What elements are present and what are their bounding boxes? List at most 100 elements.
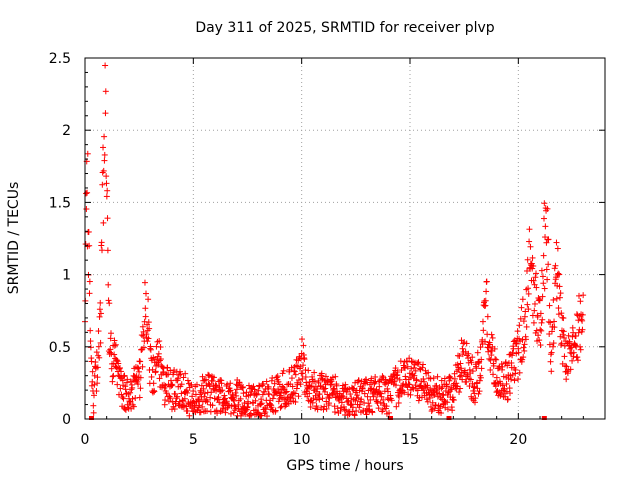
data-point xyxy=(541,200,548,207)
data-point xyxy=(414,387,421,394)
data-point xyxy=(305,367,312,374)
data-point xyxy=(112,341,119,348)
data-point xyxy=(269,375,276,382)
data-point xyxy=(563,376,570,383)
data-point xyxy=(504,396,511,403)
data-point xyxy=(355,395,362,402)
data-point xyxy=(294,381,301,388)
data-point xyxy=(537,310,544,317)
data-point xyxy=(498,361,505,368)
data-point xyxy=(104,247,111,254)
data-point xyxy=(288,364,295,371)
data-point xyxy=(201,377,208,384)
data-point xyxy=(461,367,468,374)
data-point xyxy=(200,385,207,392)
data-point xyxy=(103,173,110,180)
data-point xyxy=(355,377,362,384)
data-point xyxy=(451,375,458,382)
data-point xyxy=(204,408,211,415)
data-point xyxy=(438,377,445,384)
data-point xyxy=(323,405,330,412)
data-point xyxy=(545,261,552,268)
data-point xyxy=(448,386,455,393)
data-point xyxy=(174,393,181,400)
data-point xyxy=(523,323,530,330)
data-point xyxy=(516,369,523,376)
data-point xyxy=(468,359,475,366)
data-point xyxy=(145,319,152,326)
data-point xyxy=(252,397,259,404)
data-point xyxy=(96,313,103,320)
data-point xyxy=(415,397,422,404)
data-point xyxy=(539,293,546,300)
data-point xyxy=(412,367,419,374)
data-point xyxy=(253,391,260,398)
data-point xyxy=(476,388,483,395)
data-point xyxy=(120,395,127,402)
data-point xyxy=(562,362,569,369)
data-point xyxy=(457,372,464,379)
data-point xyxy=(521,313,528,320)
data-point xyxy=(163,390,170,397)
data-point xyxy=(259,391,266,398)
data-point xyxy=(546,341,553,348)
data-point xyxy=(103,193,110,200)
data-point xyxy=(105,297,112,304)
data-point xyxy=(142,305,149,312)
data-point xyxy=(537,342,544,349)
data-point xyxy=(274,373,281,380)
data-point xyxy=(569,357,576,364)
data-point xyxy=(397,358,404,365)
data-point xyxy=(432,401,439,408)
data-point xyxy=(308,383,315,390)
data-point xyxy=(560,331,567,338)
data-point xyxy=(475,359,482,366)
data-point xyxy=(545,318,552,325)
data-point xyxy=(458,365,465,372)
data-point xyxy=(349,404,356,411)
data-point xyxy=(283,388,290,395)
y-tick-label: 1 xyxy=(62,268,71,284)
data-point xyxy=(108,330,114,337)
data-point-zero xyxy=(541,416,547,420)
data-point xyxy=(430,375,437,382)
data-point xyxy=(506,385,513,392)
data-point xyxy=(457,385,464,392)
data-point xyxy=(90,409,97,416)
data-point xyxy=(520,354,527,361)
y-tick-label: 0.5 xyxy=(49,340,71,356)
data-point xyxy=(129,384,136,391)
data-point-zero xyxy=(388,416,393,420)
data-point xyxy=(484,313,491,320)
data-point xyxy=(289,383,296,390)
data-point xyxy=(109,373,116,380)
data-point xyxy=(135,381,142,388)
data-point xyxy=(526,238,533,245)
data-point xyxy=(561,334,568,341)
data-point xyxy=(401,365,408,372)
data-point xyxy=(456,389,463,396)
data-point xyxy=(482,297,489,304)
data-point xyxy=(338,404,345,411)
data-point xyxy=(134,364,141,371)
data-point xyxy=(219,387,226,394)
data-point xyxy=(519,296,526,303)
data-point xyxy=(340,403,347,410)
data-point xyxy=(182,370,189,377)
data-point xyxy=(130,403,137,410)
data-point xyxy=(548,349,555,356)
data-point xyxy=(576,292,582,299)
data-point xyxy=(156,375,163,382)
data-point xyxy=(331,409,338,416)
data-point xyxy=(87,338,94,345)
data-point xyxy=(384,385,391,392)
data-point xyxy=(454,361,461,368)
data-point xyxy=(106,300,113,307)
data-point xyxy=(566,338,573,345)
data-point xyxy=(211,395,218,402)
data-point xyxy=(178,381,185,388)
data-point xyxy=(98,239,105,246)
data-point xyxy=(152,368,159,375)
data-point xyxy=(288,375,295,382)
